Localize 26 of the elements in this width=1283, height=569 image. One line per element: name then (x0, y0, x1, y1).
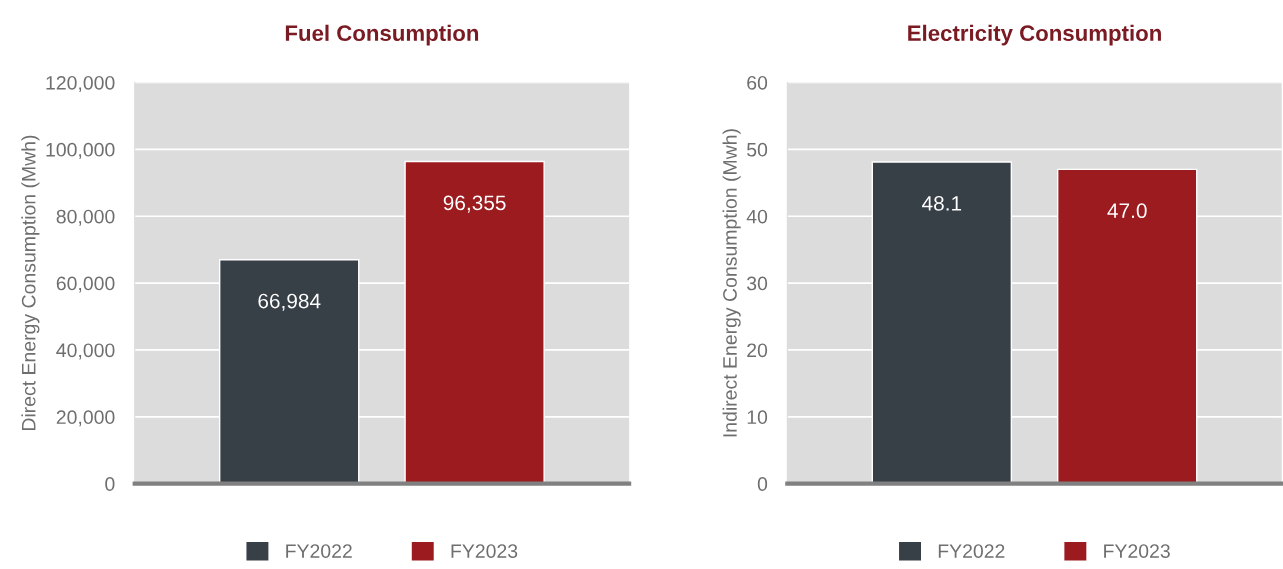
y-axis-title: Indirect Energy Consumption (Mwh) (722, 129, 741, 437)
y-tick-label: 50 (747, 142, 768, 157)
y-tick-label: 0 (105, 477, 115, 491)
legend-label: FY2023 (451, 544, 518, 558)
y-tick-label: 40 (746, 209, 768, 224)
y-tick-label: 20,000 (56, 410, 115, 427)
y-tick-label: 60,000 (56, 276, 115, 293)
legend-label: FY2022 (286, 544, 352, 558)
y-tick-label: 10 (747, 410, 768, 425)
legend-label: FY2022 (938, 544, 1005, 558)
y-tick-label: 0 (757, 477, 768, 491)
chart-title: Electricity Consumption (908, 24, 1161, 46)
legend-label: FY2023 (1104, 544, 1170, 558)
chart-title: Fuel Consumption (285, 24, 479, 46)
y-tick-label: 20 (747, 343, 768, 358)
y-tick-label: 60 (747, 75, 768, 90)
data-label: 48.1 (922, 195, 962, 211)
y-axis-title: Direct Energy Consumption (Mwh) (21, 135, 40, 431)
y-tick-label: 30 (746, 276, 768, 291)
y-tick-label: 80,000 (56, 209, 115, 226)
data-label: 96,355 (443, 195, 506, 213)
data-label: 47.0 (1107, 203, 1147, 219)
y-tick-label: 100,000 (46, 142, 115, 159)
data-label: 66,984 (258, 293, 321, 311)
y-tick-label: 40,000 (56, 343, 115, 360)
y-tick-label: 120,000 (46, 75, 115, 93)
